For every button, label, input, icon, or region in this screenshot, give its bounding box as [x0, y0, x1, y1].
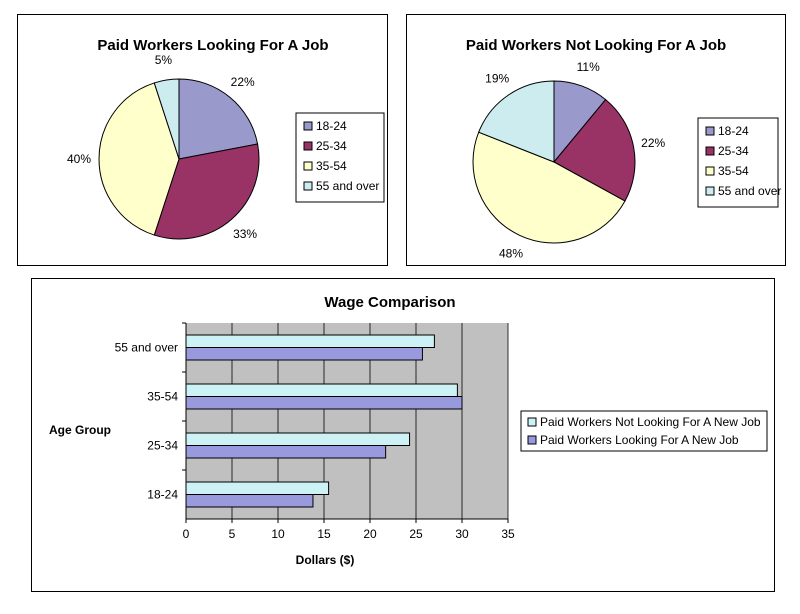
legend-label: 55 and over: [316, 179, 379, 193]
y-category-label: 25-34: [147, 439, 178, 453]
pie-chart-not-looking-panel: Paid Workers Not Looking For A Job 11% 22%…: [406, 14, 786, 266]
legend-label: 35-54: [718, 164, 749, 178]
legend-swatch-35-54: [303, 161, 313, 171]
bar-35-54-not-looking: [185, 383, 458, 397]
pie-slice-25-34: [553, 98, 636, 202]
pie-chart-looking: Paid Workers Looking For A Job 22% 33% 40% 5…: [67, 37, 385, 241]
chart-legend: 18-24 25-34 35-54 55 and over: [295, 112, 385, 203]
pie-slice-55-and-over: [153, 78, 180, 160]
x-tick-label: 20: [363, 527, 377, 541]
legend-swatch-35-54: [705, 166, 715, 176]
pie-data-label: 22%: [641, 136, 665, 150]
y-category-label: 35-54: [147, 390, 178, 404]
legend-swatch: [527, 417, 537, 427]
legend-label: 25-34: [718, 144, 749, 158]
legend-label: 35-54: [316, 159, 347, 173]
bar-18-24-looking: [185, 494, 314, 508]
bar-18-24-not-looking: [185, 481, 330, 495]
x-tick-label: 15: [317, 527, 331, 541]
pie-data-label: 11%: [577, 60, 600, 74]
chart-title: Paid Workers Looking For A Job: [97, 37, 328, 54]
wage-comparison-panel: Wage Comparison 0 5 10 15 20 25 30 35 55 and over…: [31, 278, 775, 592]
pie-data-label: 22%: [231, 75, 255, 89]
pie-data-label: 19%: [485, 72, 509, 86]
wage-comparison-chart: Wage Comparison 0 5 10 15 20 25 30 35 55 and over…: [49, 294, 768, 567]
chart-title: Paid Workers Not Looking For A Job: [466, 37, 726, 54]
bar-25-34-looking: [185, 445, 387, 459]
chart-title: Wage Comparison: [324, 294, 455, 311]
pie-chart-not-looking: Paid Workers Not Looking For A Job 11% 22%…: [466, 37, 782, 260]
legend-label: 18-24: [316, 119, 347, 133]
chart-legend: Paid Workers Not Looking For A New Job Pa…: [520, 410, 768, 452]
legend-swatch-18-24: [303, 121, 313, 131]
bar-55-and-over-not-looking: [185, 334, 435, 348]
legend-swatch: [527, 435, 537, 445]
x-tick-label: 25: [409, 527, 423, 541]
pie-slice-55-and-over: [478, 80, 555, 163]
pie-slice-18-24: [178, 78, 259, 160]
legend-swatch-55-and-over: [303, 181, 313, 191]
bar-55-and-over-looking: [185, 347, 423, 361]
legend-label: 18-24: [718, 124, 749, 138]
x-tick-label: 35: [501, 527, 515, 541]
pie-data-label: 5%: [155, 53, 173, 67]
x-tick-label: 0: [183, 527, 190, 541]
y-category-label: 18-24: [147, 488, 178, 502]
legend-box: [520, 410, 768, 452]
pie-data-label: 33%: [233, 227, 257, 241]
legend-swatch-25-34: [303, 141, 313, 151]
pie-slice-35-54: [472, 131, 626, 244]
pie-data-label: 48%: [499, 246, 523, 260]
pie-data-label: 40%: [67, 152, 91, 166]
x-tick-label: 10: [271, 527, 285, 541]
x-axis-title: Dollars ($): [296, 553, 355, 567]
legend-label: 55 and over: [718, 184, 781, 198]
y-axis-title: Age Group: [49, 423, 111, 437]
pie-slice-35-54: [98, 82, 180, 236]
legend-swatch-55-and-over: [705, 186, 715, 196]
pie-chart-looking-panel: Paid Workers Looking For A Job 22% 33% 40% 5…: [17, 14, 388, 266]
legend-label: Paid Workers Looking For A New Job: [540, 433, 739, 447]
chart-legend: 18-24 25-34 35-54 55 and over: [697, 117, 781, 208]
bar-35-54-looking: [185, 396, 463, 410]
x-tick-label: 30: [455, 527, 469, 541]
pie-slice-25-34: [153, 143, 260, 240]
x-tick-label: 5: [229, 527, 236, 541]
legend-label: Paid Workers Not Looking For A New Job: [540, 415, 761, 429]
legend-swatch-25-34: [705, 146, 715, 156]
legend-swatch-18-24: [705, 126, 715, 136]
y-category-label: 55 and over: [115, 341, 178, 355]
bar-25-34-not-looking: [185, 432, 411, 446]
legend-label: 25-34: [316, 139, 347, 153]
